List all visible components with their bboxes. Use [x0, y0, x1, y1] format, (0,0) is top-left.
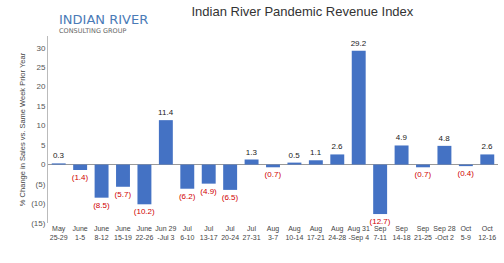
- svg-text:(10.2): (10.2): [134, 207, 155, 216]
- svg-text:INDIAN RIVER: INDIAN RIVER: [59, 12, 148, 27]
- svg-text:2.6: 2.6: [481, 142, 493, 151]
- svg-text:(15): (15): [31, 219, 46, 228]
- svg-text:Indian River Pandemic Revenue: Indian River Pandemic Revenue Index: [191, 4, 413, 19]
- svg-text:(6.2): (6.2): [179, 192, 196, 201]
- svg-text:(5): (5): [36, 180, 46, 189]
- svg-text:Aug17-21: Aug17-21: [307, 225, 325, 241]
- svg-text:11.4: 11.4: [158, 108, 174, 117]
- svg-text:Aug 31-Sep 4: Aug 31-Sep 4: [348, 225, 370, 242]
- svg-text:Jul6-10: Jul6-10: [180, 225, 194, 241]
- svg-text:(12.7): (12.7): [370, 217, 391, 226]
- svg-text:(5.7): (5.7): [115, 190, 132, 199]
- svg-text:Sep 28-Oct 2: Sep 28-Oct 2: [433, 225, 455, 241]
- svg-text:Jul13-17: Jul13-17: [200, 225, 218, 241]
- svg-text:(1.4): (1.4): [72, 173, 89, 182]
- svg-text:4.9: 4.9: [396, 133, 408, 142]
- svg-text:5: 5: [41, 141, 46, 150]
- svg-text:CONSULTING GROUP: CONSULTING GROUP: [59, 27, 126, 35]
- svg-text:Aug24-28: Aug24-28: [328, 225, 346, 241]
- svg-text:0: 0: [41, 160, 46, 169]
- svg-text:(0.4): (0.4): [457, 169, 474, 178]
- svg-text:20: 20: [36, 82, 45, 91]
- svg-text:1.1: 1.1: [310, 148, 322, 157]
- svg-text:Aug10-14: Aug10-14: [285, 225, 303, 241]
- svg-text:0.3: 0.3: [53, 151, 65, 160]
- svg-text:0.5: 0.5: [289, 151, 301, 160]
- svg-text:15: 15: [36, 102, 45, 111]
- svg-text:June22-26: June22-26: [135, 225, 153, 241]
- svg-text:(10): (10): [31, 199, 46, 208]
- svg-text:Sep21-25: Sep21-25: [414, 225, 432, 241]
- svg-text:(0.7): (0.7): [265, 170, 282, 179]
- svg-text:May25-29: May25-29: [50, 225, 68, 241]
- svg-text:(6.5): (6.5): [222, 193, 239, 202]
- svg-text:(4.9): (4.9): [200, 187, 217, 196]
- svg-text:2.6: 2.6: [331, 142, 343, 151]
- svg-text:Sep7-11: Sep7-11: [373, 225, 387, 241]
- svg-text:Sep14-18: Sep14-18: [393, 225, 411, 241]
- svg-text:29.2: 29.2: [351, 39, 367, 48]
- svg-text:Jun 29-Jul 3: Jun 29-Jul 3: [155, 225, 176, 241]
- svg-text:30: 30: [36, 43, 45, 52]
- svg-text:25: 25: [36, 63, 45, 72]
- svg-text:Jul27-31: Jul27-31: [243, 225, 261, 241]
- svg-text:Oct5-9: Oct5-9: [460, 225, 471, 241]
- svg-text:10: 10: [36, 121, 45, 130]
- svg-text:(0.7): (0.7): [415, 170, 432, 179]
- svg-text:Oct12-16: Oct12-16: [478, 225, 496, 241]
- svg-text:June15-19: June15-19: [114, 225, 132, 241]
- svg-text:June8-12: June8-12: [94, 225, 109, 241]
- svg-text:Aug3-7: Aug3-7: [267, 225, 280, 241]
- svg-text:(8.5): (8.5): [93, 201, 110, 210]
- svg-text:June1-5: June1-5: [73, 225, 88, 241]
- svg-text:4.8: 4.8: [439, 134, 451, 143]
- svg-text:% Change in Sales vs. Same Wee: % Change in Sales vs. Same Week Prior Ye…: [18, 52, 27, 206]
- svg-text:1.3: 1.3: [246, 148, 258, 157]
- svg-text:Jul20-24: Jul20-24: [221, 225, 239, 241]
